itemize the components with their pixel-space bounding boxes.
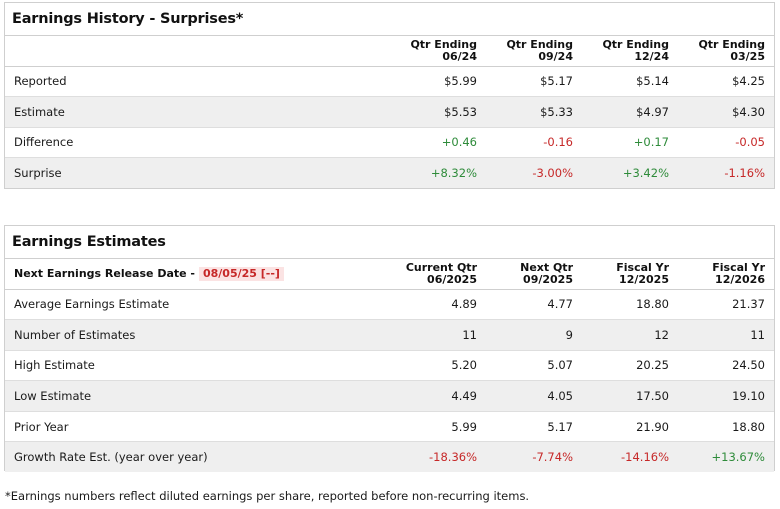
- cell-value: 21.37: [732, 297, 765, 312]
- cell-value: $4.97: [582, 96, 678, 128]
- cell-value: 4.77: [547, 297, 573, 312]
- history-col-header: Qtr Ending 06/24: [390, 36, 486, 67]
- footnote: *Earnings numbers reflect diluted earnin…: [5, 489, 530, 503]
- earnings-estimates-table: Next Earnings Release Date -08/05/25 [--…: [5, 259, 774, 473]
- estimates-col-header: Next Qtr 09/2025: [486, 259, 582, 290]
- cell-value: 5.17: [486, 410, 582, 442]
- release-date-badge[interactable]: 08/05/25 [--]: [198, 266, 284, 281]
- row-label: Estimate: [5, 96, 390, 128]
- cell-value: -1.16%: [678, 157, 774, 188]
- table-row: Surprise +8.32% -3.00% +3.42% -1.16%: [5, 157, 774, 188]
- cell-value: $5.14: [636, 74, 669, 89]
- estimates-col-header: Current Qtr 06/2025: [390, 259, 486, 290]
- cell-value: 11: [390, 319, 486, 351]
- cell-value: -0.16: [486, 126, 582, 158]
- earnings-history-title: Earnings History - Surprises*: [5, 3, 774, 36]
- row-label: Number of Estimates: [5, 319, 390, 351]
- table-row: Estimate $5.53 $5.33 $4.97 $4.30: [5, 96, 774, 128]
- cell-value: 19.10: [678, 380, 774, 412]
- cell-value: 4.05: [486, 380, 582, 412]
- cell-value: 4.49: [390, 380, 486, 412]
- cell-value: -14.16%: [582, 441, 678, 473]
- cell-value: 12: [582, 319, 678, 351]
- cell-value: $5.99: [444, 74, 477, 89]
- earnings-history-panel: Earnings History - Surprises* Qtr Ending…: [4, 2, 775, 189]
- earnings-estimates-title: Earnings Estimates: [5, 226, 774, 259]
- cell-value: 9: [486, 319, 582, 351]
- table-row: Average Earnings Estimate 4.89 4.77 18.8…: [5, 289, 774, 320]
- estimates-col-header: Fiscal Yr 12/2025: [582, 259, 678, 290]
- cell-value: 24.50: [678, 349, 774, 381]
- cell-value: $5.33: [486, 96, 582, 128]
- history-col-header: Qtr Ending 03/25: [678, 36, 774, 67]
- cell-value: 18.80: [678, 410, 774, 442]
- row-label: High Estimate: [5, 349, 390, 381]
- table-row: Reported $5.99 $5.17 $5.14 $4.25: [5, 66, 774, 97]
- cell-value: 4.89: [451, 297, 477, 312]
- estimates-col-header: Fiscal Yr 12/2026: [678, 259, 774, 290]
- row-label: Average Earnings Estimate: [14, 297, 170, 312]
- table-row: High Estimate 5.20 5.07 20.25 24.50: [5, 349, 774, 381]
- cell-value: 18.80: [636, 297, 669, 312]
- row-label: Prior Year: [5, 410, 390, 442]
- cell-value: 17.50: [582, 380, 678, 412]
- cell-value: 5.99: [390, 410, 486, 442]
- cell-value: -18.36%: [390, 441, 486, 473]
- row-label: Low Estimate: [5, 380, 390, 412]
- cell-value: +0.17: [582, 126, 678, 158]
- cell-value: -3.00%: [486, 157, 582, 188]
- row-label: Reported: [14, 74, 67, 89]
- history-col-header: Qtr Ending 09/24: [486, 36, 582, 67]
- cell-value: +3.42%: [582, 157, 678, 188]
- cell-value: +8.32%: [390, 157, 486, 188]
- cell-value: 20.25: [582, 349, 678, 381]
- table-row: Prior Year 5.99 5.17 21.90 18.80: [5, 410, 774, 442]
- cell-value: +0.46: [390, 126, 486, 158]
- cell-value: 5.07: [486, 349, 582, 381]
- history-col-header: Qtr Ending 12/24: [582, 36, 678, 67]
- row-label: Difference: [5, 126, 390, 158]
- row-label: Surprise: [5, 157, 390, 188]
- cell-value: $5.17: [540, 74, 573, 89]
- release-date-header: Next Earnings Release Date -08/05/25 [--…: [5, 259, 390, 290]
- earnings-estimates-panel: Earnings Estimates Next Earnings Release…: [4, 225, 775, 473]
- cell-value: +13.67%: [678, 441, 774, 473]
- history-header-blank: [5, 36, 390, 67]
- table-row: Low Estimate 4.49 4.05 17.50 19.10: [5, 380, 774, 412]
- table-row: Difference +0.46 -0.16 +0.17 -0.05: [5, 126, 774, 158]
- cell-value: $4.25: [732, 74, 765, 89]
- cell-value: 11: [678, 319, 774, 351]
- cell-value: 5.20: [390, 349, 486, 381]
- release-date-label: Next Earnings Release Date -: [14, 266, 195, 280]
- table-row: Growth Rate Est. (year over year) -18.36…: [5, 441, 774, 473]
- earnings-history-table: Qtr Ending 06/24 Qtr Ending 09/24 Qtr Endi…: [5, 36, 774, 188]
- cell-value: 21.90: [582, 410, 678, 442]
- cell-value: -0.05: [678, 126, 774, 158]
- cell-value: $5.53: [390, 96, 486, 128]
- cell-value: -7.74%: [486, 441, 582, 473]
- cell-value: $4.30: [678, 96, 774, 128]
- table-row: Number of Estimates 11 9 12 11: [5, 319, 774, 351]
- row-label: Growth Rate Est. (year over year): [5, 441, 390, 473]
